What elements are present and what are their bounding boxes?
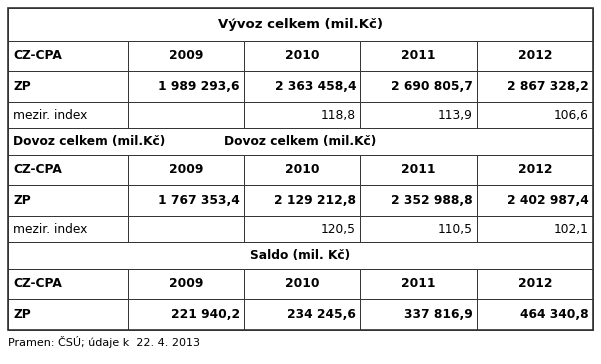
Bar <box>8 299 128 330</box>
Text: 2 690 805,7: 2 690 805,7 <box>391 80 472 93</box>
Text: 120,5: 120,5 <box>321 223 356 236</box>
Bar <box>477 216 593 242</box>
Text: 2010: 2010 <box>285 49 319 62</box>
Bar <box>8 8 593 41</box>
Bar <box>128 155 244 185</box>
Bar <box>477 269 593 299</box>
Bar <box>8 185 128 216</box>
Bar <box>244 155 360 185</box>
Bar <box>244 71 360 102</box>
Text: 2 402 987,4: 2 402 987,4 <box>507 194 589 207</box>
Text: 2009: 2009 <box>169 277 203 290</box>
Bar <box>477 299 593 330</box>
Bar <box>128 102 244 128</box>
Text: ZP: ZP <box>13 308 31 321</box>
Bar <box>8 102 128 128</box>
Bar <box>8 155 128 185</box>
Bar <box>244 185 360 216</box>
Bar <box>360 185 477 216</box>
Text: CZ-CPA: CZ-CPA <box>13 277 62 290</box>
Text: CZ-CPA: CZ-CPA <box>13 49 62 62</box>
Bar <box>8 128 593 155</box>
Bar <box>8 216 128 242</box>
Bar <box>360 155 477 185</box>
Text: 1 989 293,6: 1 989 293,6 <box>158 80 240 93</box>
Text: 2 352 988,8: 2 352 988,8 <box>391 194 472 207</box>
Bar <box>244 102 360 128</box>
Bar <box>477 155 593 185</box>
Bar <box>128 216 244 242</box>
Bar <box>128 71 244 102</box>
Text: 118,8: 118,8 <box>321 108 356 122</box>
Bar <box>8 8 593 330</box>
Bar <box>244 41 360 71</box>
Text: 234 245,6: 234 245,6 <box>287 308 356 321</box>
Text: 2011: 2011 <box>401 163 436 176</box>
Bar <box>360 299 477 330</box>
Text: 2009: 2009 <box>169 49 203 62</box>
Text: 2011: 2011 <box>401 49 436 62</box>
Bar <box>128 185 244 216</box>
Text: 2012: 2012 <box>517 163 552 176</box>
Bar <box>477 41 593 71</box>
Text: 2010: 2010 <box>285 277 319 290</box>
Bar <box>128 41 244 71</box>
Text: 2 867 328,2: 2 867 328,2 <box>507 80 589 93</box>
Text: 2 363 458,4: 2 363 458,4 <box>275 80 356 93</box>
Text: 2012: 2012 <box>517 277 552 290</box>
Bar <box>244 269 360 299</box>
Text: 2010: 2010 <box>285 163 319 176</box>
Text: ZP: ZP <box>13 80 31 93</box>
Text: Pramen: ČSÚ; údaje k  22. 4. 2013: Pramen: ČSÚ; údaje k 22. 4. 2013 <box>8 336 200 348</box>
Bar <box>128 299 244 330</box>
Text: ZP: ZP <box>13 194 31 207</box>
Bar <box>244 299 360 330</box>
Text: Saldo (mil. Kč): Saldo (mil. Kč) <box>251 249 350 262</box>
Text: mezir. index: mezir. index <box>13 223 87 236</box>
Text: 102,1: 102,1 <box>554 223 589 236</box>
Text: CZ-CPA: CZ-CPA <box>13 163 62 176</box>
Text: 221 940,2: 221 940,2 <box>171 308 240 321</box>
Text: 113,9: 113,9 <box>438 108 472 122</box>
Text: Vývoz celkem (mil.Kč): Vývoz celkem (mil.Kč) <box>218 18 383 31</box>
Bar <box>8 128 593 155</box>
Bar <box>8 71 128 102</box>
Bar <box>360 41 477 71</box>
Bar <box>477 71 593 102</box>
Text: 2011: 2011 <box>401 277 436 290</box>
Text: mezir. index: mezir. index <box>13 108 87 122</box>
Text: 2009: 2009 <box>169 163 203 176</box>
Bar <box>477 102 593 128</box>
Text: Dovoz celkem (mil.Kč): Dovoz celkem (mil.Kč) <box>224 135 377 148</box>
Bar <box>360 216 477 242</box>
Bar <box>477 185 593 216</box>
Bar <box>8 242 593 269</box>
Bar <box>128 269 244 299</box>
Bar <box>360 71 477 102</box>
Text: Dovoz celkem (mil.Kč): Dovoz celkem (mil.Kč) <box>13 135 165 148</box>
Text: 110,5: 110,5 <box>438 223 472 236</box>
Text: 464 340,8: 464 340,8 <box>520 308 589 321</box>
Text: 106,6: 106,6 <box>554 108 589 122</box>
Text: 2 129 212,8: 2 129 212,8 <box>274 194 356 207</box>
Bar <box>360 102 477 128</box>
Bar <box>8 41 128 71</box>
Bar <box>8 269 128 299</box>
Text: 337 816,9: 337 816,9 <box>404 308 472 321</box>
Text: 1 767 353,4: 1 767 353,4 <box>158 194 240 207</box>
Bar <box>244 216 360 242</box>
Bar <box>360 269 477 299</box>
Text: 2012: 2012 <box>517 49 552 62</box>
